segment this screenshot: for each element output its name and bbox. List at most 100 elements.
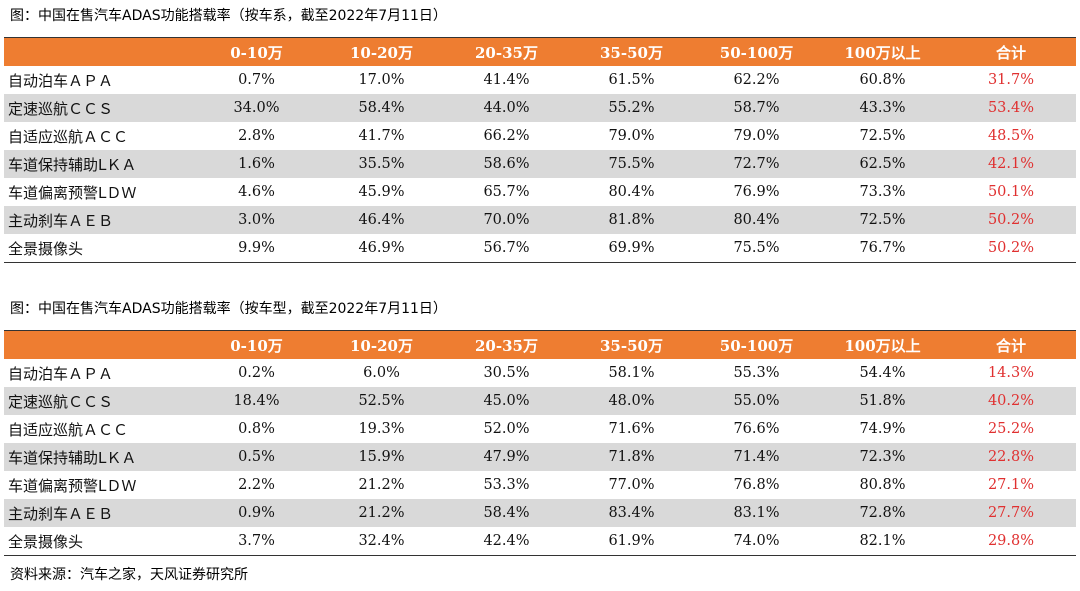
value-cell: 21.2% [319, 499, 444, 527]
value-cell: 52.0% [483, 421, 530, 437]
value-cell: 2.2% [238, 477, 275, 493]
total-cell: 40.2% [946, 387, 1076, 415]
value-cell: 58.7% [694, 94, 819, 122]
value-cell: 82.1% [859, 533, 906, 549]
value-cell: 76.7% [859, 240, 906, 256]
value-cell: 54.4% [859, 365, 906, 381]
value-cell: 55.2% [569, 94, 694, 122]
total-cell: 14.3% [987, 365, 1035, 381]
value-cell: 0.7% [238, 72, 275, 88]
value-cell: 65.7% [483, 184, 530, 200]
value-cell: 80.8% [859, 477, 906, 493]
table-row: 自动泊车ＡＰＡ 0.2% 6.0% 30.5% 58.1% 55.3% 54.4% 14.3% [4, 359, 1076, 387]
value-cell: 58.4% [444, 499, 569, 527]
value-cell: 56.7% [483, 240, 530, 256]
header-cell: 合计 [946, 330, 1076, 359]
value-cell: 42.4% [483, 533, 530, 549]
table1-caption: 图：中国在售汽车ADAS功能搭载率（按车系，截至2022年7月11日） [10, 8, 447, 24]
value-cell: 41.4% [483, 72, 530, 88]
row-label: 车道偏离预警LＤＷ [8, 476, 137, 495]
table-row: 主动刹车ＡＥＢ 0.9% 21.2% 58.4% 83.4% 83.1% 72.8% 27.7… [4, 499, 1076, 527]
value-cell: 45.0% [444, 387, 569, 415]
value-cell: 9.9% [238, 240, 275, 256]
table-row: 自动泊车ＡＰＡ 0.7% 17.0% 41.4% 61.5% 62.2% 60.8% 31.7… [4, 66, 1076, 94]
value-cell: 41.7% [358, 128, 405, 144]
value-cell: 61.9% [608, 533, 655, 549]
value-cell: 19.3% [358, 421, 405, 437]
value-cell: 74.0% [733, 533, 780, 549]
value-cell: 43.3% [819, 94, 946, 122]
value-cell: 30.5% [483, 365, 530, 381]
table-row: 定速巡航ＣＣＳ 34.0% 58.4% 44.0% 55.2% 58.7% 43.3% 53.… [4, 94, 1076, 122]
header-cell: 0-10万 [194, 330, 319, 359]
value-cell: 17.0% [358, 72, 405, 88]
value-cell: 72.3% [819, 443, 946, 471]
value-cell: 71.6% [608, 421, 655, 437]
total-cell: 50.2% [987, 240, 1035, 256]
value-cell: 72.7% [694, 150, 819, 178]
value-cell: 0.2% [238, 365, 275, 381]
table-row: 车道保持辅助LＫＡ 0.5% 15.9% 47.9% 71.8% 71.4% 72.3% 22… [4, 443, 1076, 471]
value-cell: 61.5% [608, 72, 655, 88]
row-label: 全景摄像头 [8, 239, 84, 258]
value-cell: 73.3% [859, 184, 906, 200]
table-row: 全景摄像头 9.9% 46.9% 56.7% 69.9% 75.5% 76.7% 50.2% [4, 234, 1076, 263]
table-row: 定速巡航ＣＣＳ 18.4% 52.5% 45.0% 48.0% 55.0% 51.8% 40.… [4, 387, 1076, 415]
row-label: 自动泊车ＡＰＡ [8, 71, 114, 90]
header-cell: 35-50万 [569, 37, 694, 66]
total-cell: 42.1% [946, 150, 1076, 178]
value-cell: 76.6% [733, 421, 780, 437]
header-cell: 20-35万 [444, 330, 569, 359]
header-cell: 35-50万 [569, 330, 694, 359]
value-cell: 48.0% [569, 387, 694, 415]
value-cell: 55.3% [733, 365, 780, 381]
value-cell: 1.6% [194, 150, 319, 178]
row-label: 全景摄像头 [8, 532, 84, 551]
table-row: 全景摄像头 3.7% 32.4% 42.4% 61.9% 74.0% 82.1% 29.8% [4, 527, 1076, 556]
row-label: 自动泊车ＡＰＡ [8, 364, 114, 383]
header-cell: 100万以上 [819, 330, 946, 359]
row-label: 车道保持辅助LＫＡ [4, 150, 194, 178]
table-row: 车道偏离预警LＤＷ 4.6% 45.9% 65.7% 80.4% 76.9% 73.3% 50… [4, 178, 1076, 206]
header-cell: 10-20万 [319, 330, 444, 359]
value-cell: 75.5% [733, 240, 780, 256]
value-cell: 52.5% [319, 387, 444, 415]
value-cell: 15.9% [319, 443, 444, 471]
total-cell: 31.7% [987, 72, 1035, 88]
header-cell: 20-35万 [444, 37, 569, 66]
value-cell: 80.4% [694, 206, 819, 234]
total-cell: 27.7% [946, 499, 1076, 527]
value-cell: 47.9% [444, 443, 569, 471]
total-cell: 27.1% [987, 477, 1035, 493]
value-cell: 46.9% [358, 240, 405, 256]
value-cell: 58.6% [444, 150, 569, 178]
value-cell: 79.0% [733, 128, 780, 144]
value-cell: 18.4% [194, 387, 319, 415]
value-cell: 34.0% [194, 94, 319, 122]
table2-caption: 图：中国在售汽车ADAS功能搭载率（按车型，截至2022年7月11日） [10, 301, 447, 317]
table-row: 车道保持辅助LＫＡ 1.6% 35.5% 58.6% 75.5% 72.7% 62.5% 42… [4, 150, 1076, 178]
value-cell: 71.8% [569, 443, 694, 471]
value-cell: 76.8% [733, 477, 780, 493]
total-cell: 48.5% [987, 128, 1035, 144]
header-cell: 合计 [946, 37, 1076, 66]
value-cell: 69.9% [608, 240, 655, 256]
header-cell: 10-20万 [319, 37, 444, 66]
row-label: 车道保持辅助LＫＡ [4, 443, 194, 471]
value-cell: 35.5% [319, 150, 444, 178]
value-cell: 44.0% [444, 94, 569, 122]
value-cell: 66.2% [483, 128, 530, 144]
value-cell: 46.4% [319, 206, 444, 234]
value-cell: 51.8% [819, 387, 946, 415]
table2-by-model: 0-10万 10-20万 20-35万 35-50万 50-100万 100万以上 合计 自… [4, 330, 1076, 556]
value-cell: 62.5% [819, 150, 946, 178]
table-row: 车道偏离预警LＤＷ 2.2% 21.2% 53.3% 77.0% 76.8% 80.8% 27… [4, 471, 1076, 499]
value-cell: 80.4% [608, 184, 655, 200]
value-cell: 0.5% [194, 443, 319, 471]
value-cell: 77.0% [608, 477, 655, 493]
row-label: 定速巡航ＣＣＳ [4, 94, 194, 122]
table-row: 主动刹车ＡＥＢ 3.0% 46.4% 70.0% 81.8% 80.4% 72.5% 50.2… [4, 206, 1076, 234]
header-cell-blank [4, 330, 194, 359]
total-cell: 25.2% [987, 421, 1035, 437]
row-label: 主动刹车ＡＥＢ [4, 206, 194, 234]
